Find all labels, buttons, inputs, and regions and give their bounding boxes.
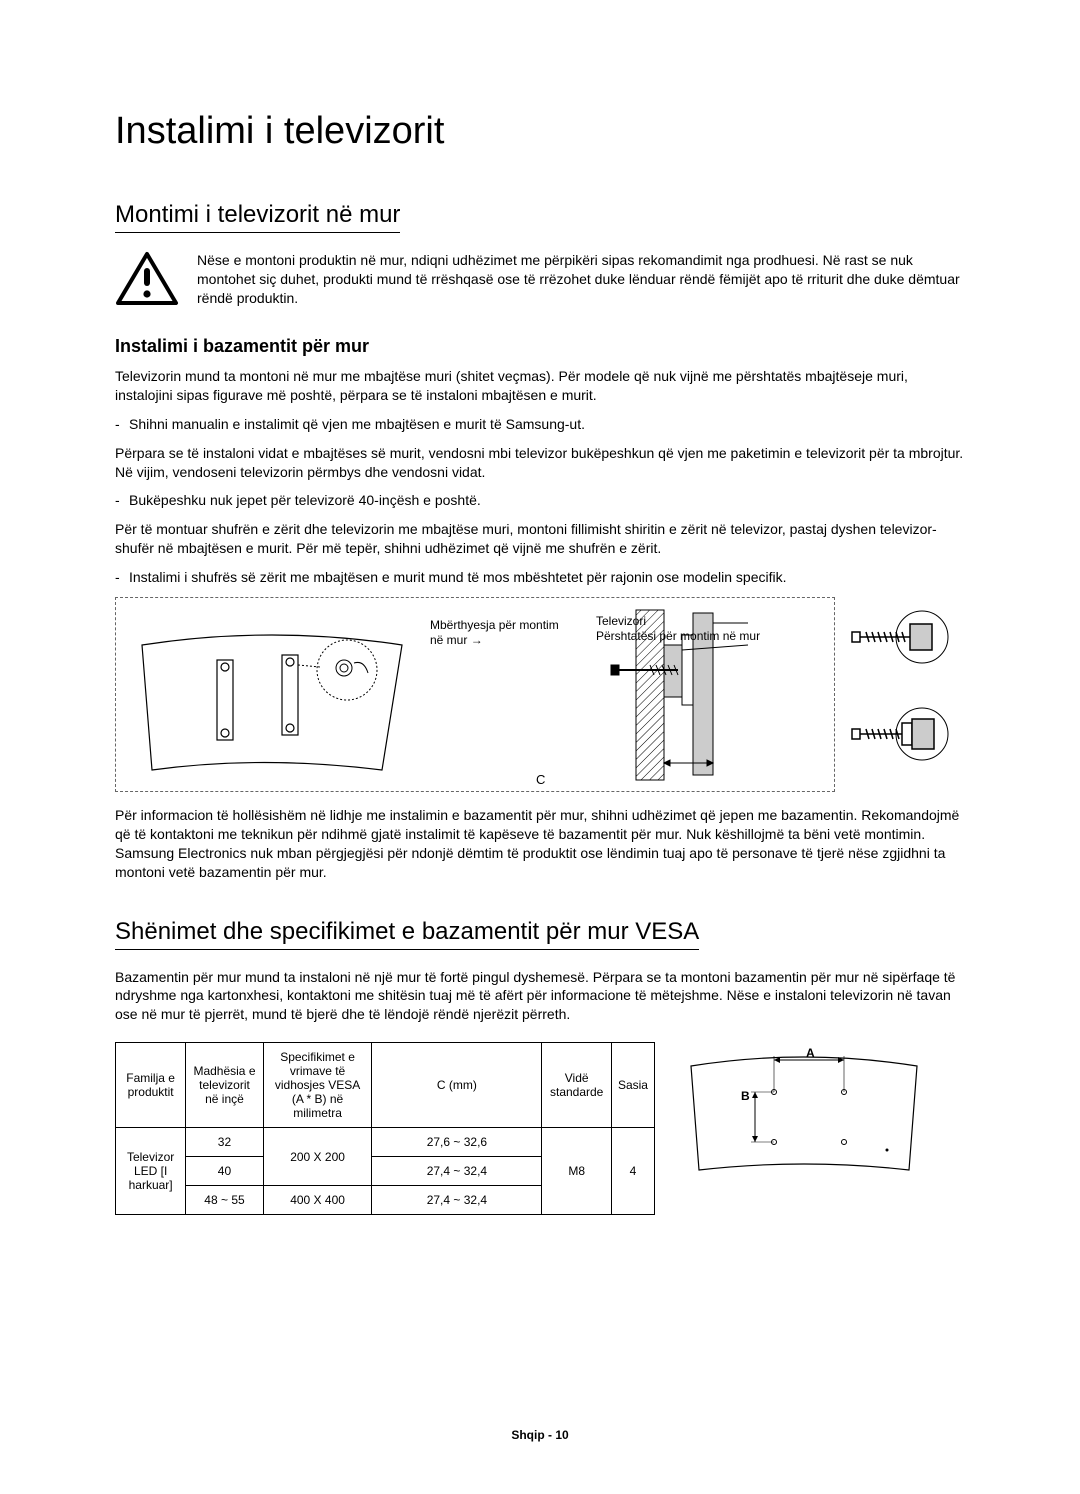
section-heading-text: Montimi i televizorit në mur — [115, 201, 400, 233]
diagram-screw-detail — [842, 598, 952, 793]
bullet-item: Instalimi i shufrës së zërit me mbajtëse… — [115, 568, 965, 587]
label-bracket: Mbërthyesja për montim në mur — [430, 618, 559, 647]
warning-block: Nëse e montoni produktin në mur, ndiqni … — [115, 251, 965, 312]
cell-vesa: 400 X 400 — [263, 1186, 372, 1215]
label-adapter: Përshtatësi për montim në mur — [596, 629, 760, 644]
col-c: C (mm) — [372, 1043, 542, 1128]
cell-qty: 4 — [611, 1128, 654, 1215]
section-heading-mounting: Montimi i televizorit në mur — [115, 201, 965, 233]
paragraph: Për informacion të hollësishëm në lidhje… — [115, 806, 965, 882]
label-tv: Televizori — [596, 614, 760, 629]
vesa-spec-block: Familja e produktit Madhësia e televizor… — [115, 1042, 965, 1215]
paragraph: Përpara se të instaloni vidat e mbajtëse… — [115, 444, 965, 482]
col-vesa: Specifikimet e vrimave të vidhosjes VESA… — [263, 1043, 372, 1128]
section-heading-vesa: Shënimet dhe specifikimet e bazamentit p… — [115, 918, 965, 950]
warning-icon — [115, 251, 179, 312]
subsection-heading: Instalimi i bazamentit për mur — [115, 336, 965, 357]
cell-c: 27,6 ~ 32,6 — [372, 1128, 542, 1157]
table-header-row: Familja e produktit Madhësia e televizor… — [116, 1043, 655, 1128]
page-footer: Shqip - 10 — [0, 1428, 1080, 1442]
bullet-item: Bukëpeshku nuk jepet për televizorë 40-i… — [115, 491, 965, 510]
cell-screw: M8 — [542, 1128, 612, 1215]
paragraph: Për të montuar shufrën e zërit dhe telev… — [115, 520, 965, 558]
dim-a-label: A — [806, 1046, 815, 1060]
mounting-diagram: Mbërthyesja për montim në mur → — [115, 597, 835, 792]
paragraph: Televizorin mund ta montoni në mur me mb… — [115, 367, 965, 405]
paragraph: Bazamentin për mur mund ta instaloni në … — [115, 968, 965, 1025]
cell-size: 40 — [186, 1157, 264, 1186]
cell-c: 27,4 ~ 32,4 — [372, 1157, 542, 1186]
col-family: Familja e produktit — [116, 1043, 186, 1128]
cell-vesa: 200 X 200 — [263, 1128, 372, 1186]
cell-size: 32 — [186, 1128, 264, 1157]
section-heading-text: Shënimet dhe specifikimet e bazamentit p… — [115, 918, 699, 950]
table-row: Televizor LED [I harkuar] 32 200 X 200 2… — [116, 1128, 655, 1157]
c-dimension-label: C — [536, 772, 545, 787]
diagram-side-view: Televizori Përshtatësi për montim në mur — [578, 604, 818, 785]
col-size: Madhësia e televizorit në inçë — [186, 1043, 264, 1128]
warning-text: Nëse e montoni produktin në mur, ndiqni … — [197, 251, 965, 312]
vesa-spec-table: Familja e produktit Madhësia e televizor… — [115, 1042, 655, 1215]
vesa-tv-sketch: A B — [679, 1042, 929, 1182]
cell-size: 48 ~ 55 — [186, 1186, 264, 1215]
col-screw: Vidë standarde — [542, 1043, 612, 1128]
cell-c: 27,4 ~ 32,4 — [372, 1186, 542, 1215]
cell-family: Televizor LED [I harkuar] — [116, 1128, 186, 1215]
page-title: Instalimi i televizorit — [115, 110, 965, 153]
diagram-tv-bracket — [122, 604, 422, 785]
bullet-item: Shihni manualin e instalimit që vjen me … — [115, 415, 965, 434]
diagram-labels-mid: Mbërthyesja për montim në mur → — [430, 604, 570, 785]
col-qty: Sasia — [611, 1043, 654, 1128]
dim-b-label: B — [741, 1089, 750, 1103]
